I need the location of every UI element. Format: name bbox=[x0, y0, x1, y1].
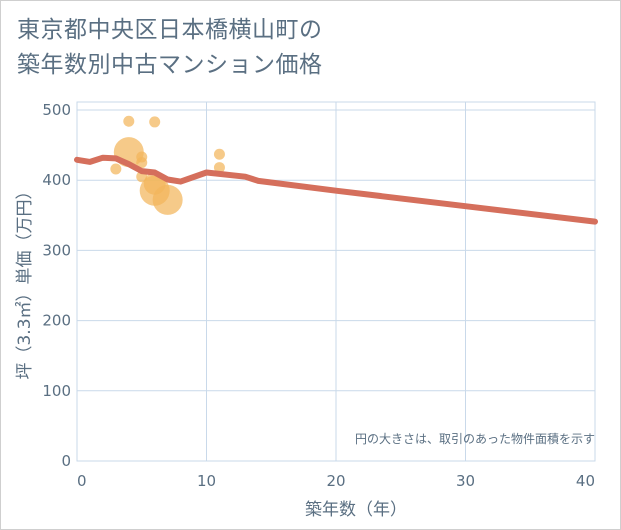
y-tick-label: 500 bbox=[42, 101, 71, 119]
chart-title-line2: 築年数別中古マンション価格 bbox=[17, 52, 323, 78]
y-tick-label: 200 bbox=[42, 312, 71, 330]
y-tick-label: 300 bbox=[42, 241, 71, 259]
y-tick-label: 0 bbox=[61, 452, 71, 470]
x-tick-label: 30 bbox=[456, 472, 475, 490]
grid-lines bbox=[76, 101, 596, 462]
chart-title-line1: 東京都中央区日本橋横山町の bbox=[17, 17, 323, 43]
axis-ticks: 0 100 200 300 400 500 0 10 20 30 40 bbox=[42, 101, 595, 490]
chart-title: 東京都中央区日本橋横山町の 築年数別中古マンション価格 bbox=[17, 13, 607, 83]
y-tick-label: 400 bbox=[42, 171, 71, 189]
bubble-size-note: 円の大きさは、取引のあった物件面積を示す bbox=[355, 431, 595, 446]
bubble-point bbox=[213, 162, 225, 174]
trend-line bbox=[74, 154, 598, 225]
bubble-point bbox=[213, 148, 225, 160]
x-tick-label: 10 bbox=[197, 472, 216, 490]
x-tick-label: 40 bbox=[576, 472, 595, 490]
x-tick-label: 0 bbox=[77, 472, 87, 490]
bubble-point bbox=[110, 163, 122, 175]
bubble-point bbox=[152, 184, 183, 215]
x-tick-label: 20 bbox=[326, 472, 345, 490]
bubble-point bbox=[136, 157, 148, 169]
bubble-point bbox=[149, 116, 161, 128]
y-axis-label: 坪（3.3㎡）単価（万円） bbox=[15, 182, 35, 379]
y-tick-label: 100 bbox=[42, 382, 71, 400]
bubble-point bbox=[123, 115, 135, 127]
x-axis-label: 築年数（年） bbox=[305, 500, 407, 520]
